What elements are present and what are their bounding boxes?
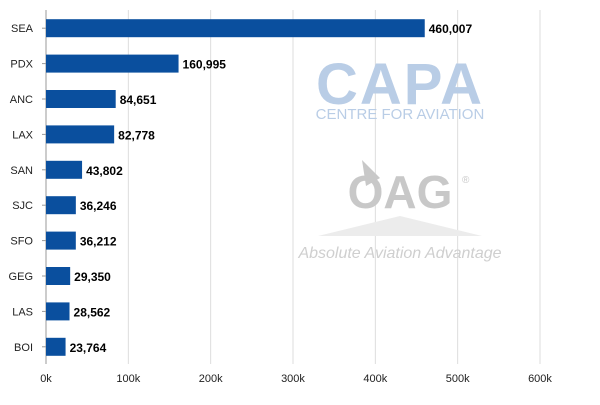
oag-tagline: Absolute Aviation Advantage — [297, 245, 501, 262]
oag-reflection-icon — [318, 216, 482, 236]
data-labels: 460,007 160,995 84,651 82,778 43,802 36,246 36… — [70, 22, 473, 355]
y-axis-ticks: SEA PDX ANC LAX SAN SJC SFO GEG LAS BOI — [9, 23, 46, 354]
data-label-pdx: 160,995 — [183, 58, 227, 72]
bar-anc — [46, 90, 116, 108]
data-label-san: 43,802 — [86, 164, 123, 178]
data-label-sfo: 36,212 — [80, 235, 117, 249]
y-tick-label: GEG — [9, 271, 33, 283]
y-tick-label: SEA — [11, 23, 34, 35]
x-tick-label: 600k — [528, 373, 552, 385]
y-tick-label: SFO — [10, 236, 33, 248]
data-label-las: 28,562 — [74, 305, 111, 319]
bar-boi — [46, 337, 66, 356]
data-label-anc: 84,651 — [120, 93, 157, 107]
bar-lax — [46, 125, 115, 144]
watermarks: CAPA CENTRE FOR AVIATION OAG ® Absolute … — [297, 52, 501, 262]
bar-sea — [46, 19, 425, 38]
bars — [46, 19, 425, 356]
oag-swoosh-icon — [362, 160, 380, 186]
capa-logo-text: CAPA — [316, 52, 484, 117]
data-label-sea: 460,007 — [429, 22, 473, 36]
y-tick-label: PDX — [10, 59, 33, 71]
capa-logo: CAPA CENTRE FOR AVIATION — [316, 52, 485, 123]
y-tick-label: SJC — [12, 200, 33, 212]
x-tick-label: 400k — [363, 373, 387, 385]
x-tick-label: 300k — [281, 373, 305, 385]
oag-registered-mark: ® — [462, 175, 470, 186]
data-label-lax: 82,778 — [118, 128, 155, 142]
bar-pdx — [46, 54, 179, 73]
capa-tagline: CENTRE FOR AVIATION — [316, 106, 485, 123]
y-tick-label: SAN — [10, 165, 33, 177]
bar-san — [46, 160, 83, 179]
bar-sjc — [46, 196, 76, 215]
data-label-sjc: 36,246 — [80, 199, 117, 213]
bar-geg — [46, 267, 71, 285]
data-label-geg: 29,350 — [74, 270, 111, 284]
y-tick-label: LAS — [12, 306, 33, 318]
x-tick-label: 100k — [116, 373, 140, 385]
oag-logo-text: OAG — [348, 166, 453, 218]
bar-sfo — [46, 231, 76, 250]
x-tick-label: 200k — [199, 373, 223, 385]
x-tick-label: 500k — [446, 373, 470, 385]
y-tick-label: LAX — [12, 129, 33, 141]
oag-logo: OAG ® Absolute Aviation Advantage — [297, 160, 502, 262]
x-axis-ticks: 0k 100k 200k 300k 400k 500k 600k — [40, 373, 552, 385]
x-tick-label: 0k — [40, 373, 52, 385]
bar-las — [46, 302, 70, 321]
y-tick-label: BOI — [14, 342, 33, 354]
data-label-boi: 23,764 — [70, 341, 107, 355]
y-tick-label: ANC — [10, 94, 33, 106]
